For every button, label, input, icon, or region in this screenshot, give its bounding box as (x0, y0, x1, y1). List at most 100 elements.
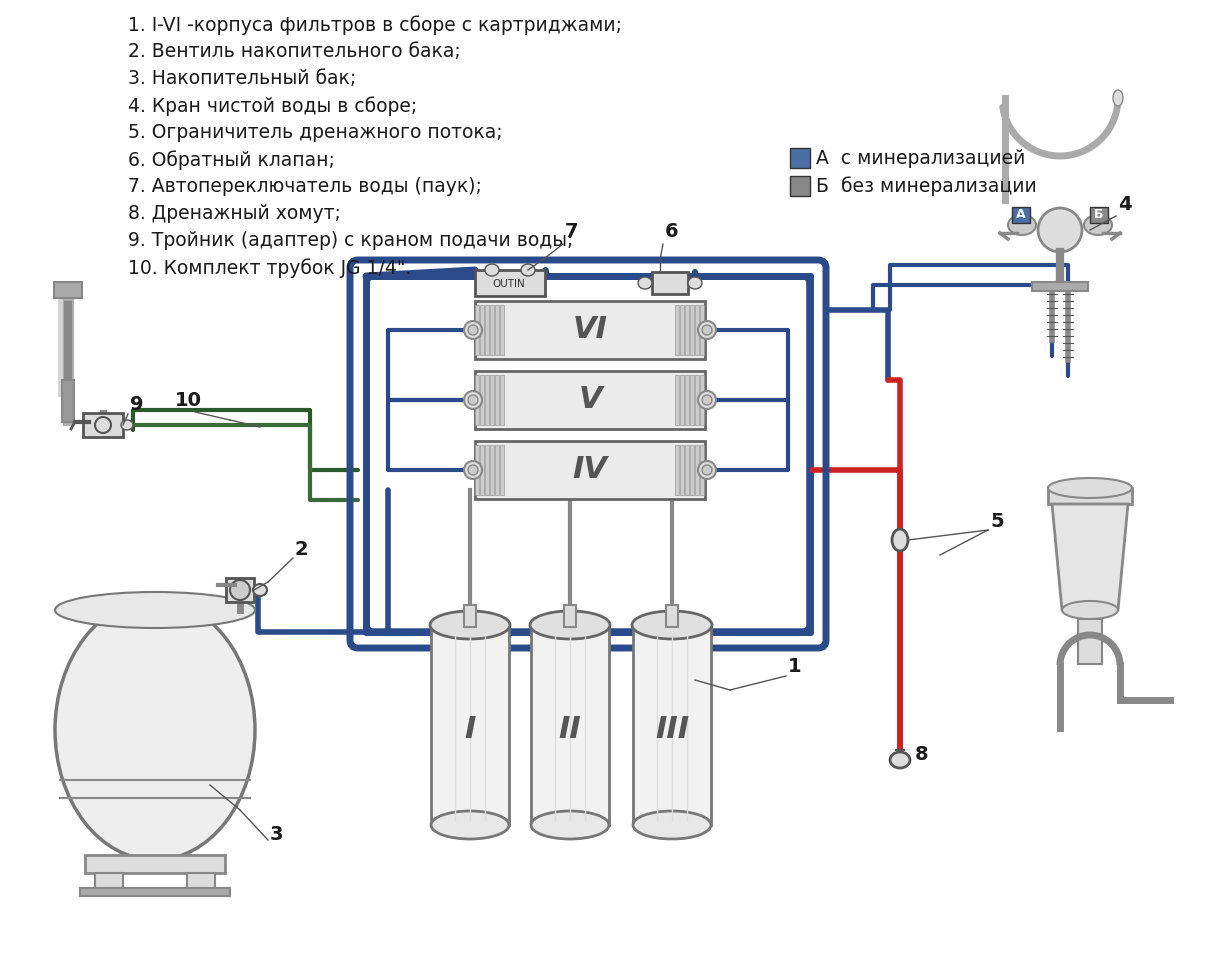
Bar (480, 305, 484, 355)
Text: 7. Автопереключатель воды (паук);: 7. Автопереключатель воды (паук); (128, 177, 482, 196)
Text: 6. Обратный клапан;: 6. Обратный клапан; (128, 150, 335, 170)
Bar (495, 445, 499, 495)
Ellipse shape (1062, 601, 1117, 619)
Bar (685, 445, 689, 495)
Bar (666, 605, 678, 627)
Ellipse shape (698, 321, 716, 339)
Bar (431, 625, 509, 825)
Bar (484, 375, 489, 425)
Ellipse shape (532, 811, 609, 839)
Ellipse shape (467, 465, 478, 475)
Ellipse shape (521, 264, 535, 276)
Bar (690, 445, 695, 495)
Bar (699, 305, 704, 355)
Ellipse shape (890, 752, 910, 768)
Ellipse shape (1038, 208, 1082, 252)
Bar (695, 305, 699, 355)
Text: Б: Б (1094, 208, 1104, 222)
Text: 8. Дренажный хомут;: 8. Дренажный хомут; (128, 204, 341, 223)
Ellipse shape (638, 277, 652, 289)
Text: III: III (655, 715, 689, 744)
Bar (680, 375, 684, 425)
Bar (500, 445, 504, 495)
Text: 4. Кран чистой воды в сборе;: 4. Кран чистой воды в сборе; (128, 96, 417, 116)
Bar (690, 375, 695, 425)
Text: 1: 1 (788, 657, 802, 676)
Text: I: I (464, 715, 476, 744)
Ellipse shape (464, 391, 482, 409)
Text: OUT: OUT (492, 279, 513, 289)
Ellipse shape (484, 264, 499, 276)
Bar (475, 270, 545, 296)
Text: II: II (558, 715, 581, 744)
Ellipse shape (689, 277, 702, 289)
Ellipse shape (467, 395, 478, 405)
Bar (695, 375, 699, 425)
Bar (484, 305, 489, 355)
Bar (475, 371, 705, 429)
Ellipse shape (892, 529, 908, 551)
Bar (480, 445, 484, 495)
Text: А  с минерализацией: А с минерализацией (815, 149, 1026, 168)
Ellipse shape (430, 611, 510, 639)
Bar (484, 445, 489, 495)
Bar (690, 305, 695, 355)
Bar (680, 305, 684, 355)
Bar (675, 375, 679, 425)
Text: 1. I-VI -корпуса фильтров в сборе с картриджами;: 1. I-VI -корпуса фильтров в сборе с карт… (128, 15, 622, 35)
Text: 3. Накопительный бак;: 3. Накопительный бак; (128, 69, 356, 88)
Bar (1049, 488, 1132, 504)
Ellipse shape (464, 321, 482, 339)
Ellipse shape (698, 461, 716, 479)
Bar (475, 375, 480, 425)
Bar (187, 873, 215, 891)
Bar (1032, 282, 1088, 291)
Ellipse shape (698, 391, 716, 409)
Bar (675, 445, 679, 495)
Bar (699, 375, 704, 425)
Bar (695, 445, 699, 495)
Ellipse shape (467, 325, 478, 335)
Bar (685, 305, 689, 355)
Bar (532, 625, 609, 825)
Ellipse shape (121, 420, 133, 430)
Ellipse shape (702, 395, 712, 405)
Bar (675, 305, 679, 355)
Bar (790, 148, 811, 168)
Text: Б  без минерализации: Б без минерализации (815, 176, 1036, 196)
Text: А: А (1016, 208, 1026, 222)
Bar (1078, 619, 1102, 664)
Text: V: V (579, 386, 602, 414)
Text: 10: 10 (175, 391, 202, 410)
Bar (95, 873, 123, 891)
Ellipse shape (431, 811, 509, 839)
Ellipse shape (633, 811, 712, 839)
Bar (83, 413, 123, 437)
Bar (475, 441, 705, 499)
Bar (699, 445, 704, 495)
Text: VI: VI (573, 316, 608, 344)
Bar (680, 445, 684, 495)
Text: 10. Комплект трубок JG 1/4".: 10. Комплект трубок JG 1/4". (128, 258, 411, 278)
Ellipse shape (252, 584, 267, 596)
Bar (490, 375, 494, 425)
Ellipse shape (530, 611, 610, 639)
Bar (480, 375, 484, 425)
Text: 4: 4 (1117, 195, 1132, 214)
Ellipse shape (632, 611, 712, 639)
Bar (475, 301, 705, 359)
Bar (495, 305, 499, 355)
Text: IV: IV (573, 456, 608, 484)
Bar (490, 445, 494, 495)
Text: 9: 9 (130, 395, 144, 414)
Text: 5. Ограничитель дренажного потока;: 5. Ограничитель дренажного потока; (128, 123, 503, 142)
Ellipse shape (1084, 215, 1113, 235)
Bar (685, 375, 689, 425)
Bar (85, 855, 225, 873)
Ellipse shape (95, 417, 111, 433)
Bar (464, 605, 476, 627)
Ellipse shape (1113, 90, 1123, 106)
Bar (226, 578, 254, 602)
Text: 7: 7 (565, 222, 579, 241)
Bar (475, 305, 480, 355)
